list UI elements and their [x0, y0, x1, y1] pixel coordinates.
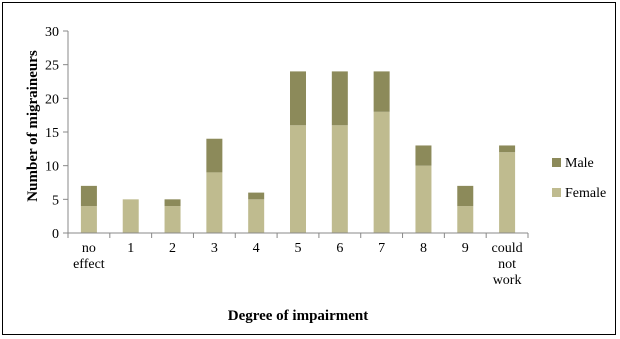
x-tick-label: 1 [127, 241, 134, 256]
bar-female-3 [206, 172, 223, 233]
legend-swatch-male [552, 158, 561, 167]
x-tick-label: 7 [378, 241, 385, 256]
y-axis-title: Number of migraineurs [25, 50, 41, 202]
bar-female-4 [248, 199, 265, 233]
bar-female-10 [499, 152, 516, 233]
bar-female-6 [331, 125, 348, 233]
x-tick-label: 5 [295, 241, 302, 256]
legend-swatch-female [552, 188, 561, 197]
bar-male-5 [290, 71, 306, 126]
y-tick-label: 0 [52, 227, 59, 242]
y-tick-label: 30 [45, 25, 59, 40]
y-axis-ticks: 0 5 10 15 20 25 30 [45, 25, 68, 242]
y-tick-label: 25 [45, 59, 59, 74]
x-tick-label: no effect [73, 241, 105, 272]
axes [67, 31, 529, 238]
bar-male-10 [499, 145, 516, 153]
legend: Male Female [552, 156, 606, 201]
x-tick-label: 3 [211, 241, 218, 256]
bar-male-4 [248, 192, 265, 200]
x-axis-title: Degree of impairment [228, 308, 369, 324]
x-tick-label: 9 [462, 241, 469, 256]
bar-female-9 [457, 206, 474, 233]
y-tick-label: 5 [52, 193, 59, 208]
legend-label-male: Male [565, 156, 594, 171]
legend-label-female: Female [565, 186, 606, 201]
bar-female-0 [80, 206, 97, 233]
bars [80, 71, 516, 233]
bar-male-6 [331, 71, 348, 126]
y-tick-label: 15 [45, 126, 59, 141]
y-tick-label: 20 [45, 92, 59, 107]
bar-male-7 [373, 71, 390, 112]
bar-male-9 [457, 185, 474, 207]
x-tick-label: could not work [492, 241, 523, 288]
bar-female-5 [290, 125, 306, 233]
x-tick-label: 2 [169, 241, 176, 256]
x-tick-label: 8 [420, 241, 427, 256]
x-tick-label: 6 [336, 241, 343, 256]
x-axis-ticks: no effect 1 2 3 4 5 6 7 8 9 could not work [73, 241, 523, 288]
bar-male-2 [164, 199, 181, 207]
bar-male-0 [80, 185, 97, 207]
bar-male-8 [415, 145, 432, 166]
bar-female-1 [122, 199, 139, 233]
x-tick-label: 4 [253, 241, 260, 256]
bar-female-2 [164, 206, 181, 233]
bar-male-3 [206, 138, 223, 173]
bar-female-7 [373, 111, 390, 233]
y-tick-label: 10 [45, 160, 59, 175]
bar-female-8 [415, 165, 432, 233]
